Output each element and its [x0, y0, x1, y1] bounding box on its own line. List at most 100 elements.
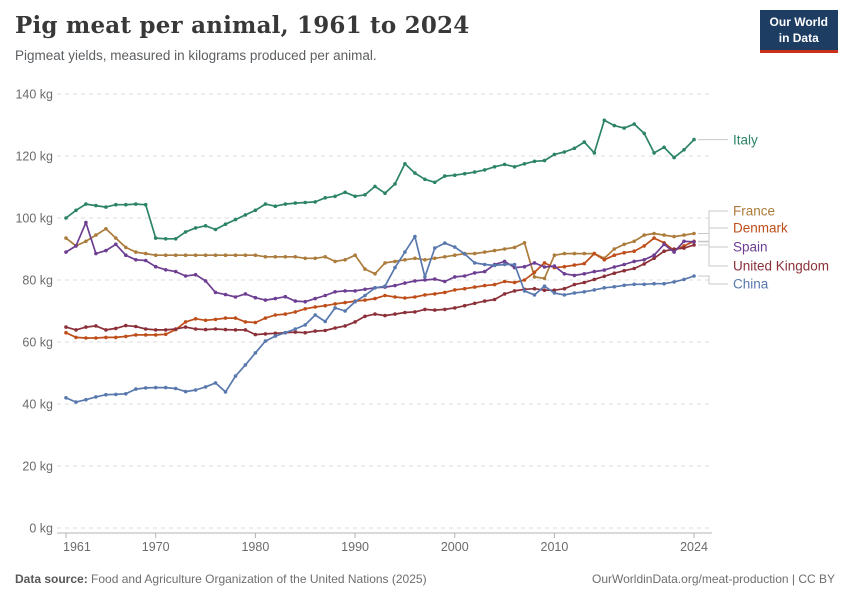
series-line-denmark[interactable]	[65, 237, 695, 339]
series-point-spain-2021	[662, 242, 666, 247]
series-point-denmark-1996	[413, 295, 417, 299]
series-point-denmark-1986	[313, 305, 318, 309]
series-point-spain-2002	[472, 271, 477, 275]
series-point-china-2006	[512, 262, 517, 267]
series-point-china-1994	[393, 265, 397, 270]
series-point-france-1996	[413, 256, 417, 261]
series-point-china-1967	[124, 392, 128, 396]
series-point-italy-1966	[114, 202, 118, 207]
series-point-denmark-1967	[124, 334, 128, 339]
series-point-france-1998	[433, 256, 437, 261]
series-point-spain-1999	[443, 279, 447, 284]
series-label-china[interactable]: China	[733, 277, 769, 292]
series-label-spain[interactable]: Spain	[733, 240, 768, 255]
series-line-united-kingdom[interactable]	[65, 244, 695, 336]
series-point-denmark-1980	[253, 320, 258, 325]
series-point-spain-1989	[343, 289, 347, 293]
series-point-france-1993	[383, 261, 387, 265]
series-point-italy-2010	[552, 152, 557, 157]
series-point-france-1989	[343, 258, 347, 262]
series-point-spain-1961	[64, 250, 68, 254]
series-label-italy[interactable]: Italy	[733, 133, 758, 148]
footer-link[interactable]: OurWorldinData.org/meat-production | CC …	[592, 572, 835, 586]
series-point-china-1990	[353, 299, 357, 304]
series-point-denmark-1961	[64, 330, 68, 335]
series-point-spain-1963	[84, 220, 88, 225]
series-point-spain-1968	[134, 258, 138, 262]
series-point-denmark-1991	[363, 298, 367, 302]
series-point-china-2015	[602, 286, 607, 290]
series-point-denmark-1982	[273, 313, 278, 317]
series-point-united-kingdom-1991	[363, 314, 367, 319]
y-tick-label-100: 100 kg	[15, 212, 53, 226]
series-line-china[interactable]	[65, 235, 695, 403]
series-line-italy[interactable]	[65, 119, 695, 240]
series-point-china-1984	[293, 327, 298, 331]
series-point-united-kingdom-2016	[612, 271, 617, 276]
series-point-denmark-2006	[512, 280, 517, 285]
series-point-china-1997	[423, 275, 427, 279]
series-point-spain-2000	[453, 275, 457, 279]
series-label-france[interactable]: France	[733, 204, 775, 219]
series-point-china-1975	[203, 385, 208, 389]
series-point-france-2000	[453, 253, 457, 257]
series-point-china-1976	[213, 381, 218, 385]
series-point-united-kingdom-2005	[502, 292, 507, 296]
series-point-italy-1981	[263, 202, 268, 206]
series-point-united-kingdom-1992	[373, 312, 377, 316]
series-point-spain-2009	[542, 265, 547, 269]
series-point-france-1984	[293, 254, 298, 259]
series-point-italy-1999	[443, 174, 447, 178]
series-point-denmark-1993	[383, 293, 387, 298]
series-point-spain-1996	[413, 279, 417, 283]
series-point-united-kingdom-1982	[273, 331, 278, 336]
series-line-spain[interactable]	[65, 221, 695, 303]
series-point-united-kingdom-1966	[114, 326, 118, 331]
series-point-china-2011	[562, 293, 567, 297]
series-point-denmark-1973	[183, 320, 188, 324]
series-label-united-kingdom[interactable]: United Kingdom	[733, 259, 829, 274]
series-point-united-kingdom-2015	[602, 274, 607, 279]
series-point-denmark-1995	[403, 296, 407, 300]
series-point-china-2019	[642, 282, 646, 287]
page-subtitle: Pigmeat yields, measured in kilograms pr…	[15, 48, 377, 63]
series-point-italy-1971	[163, 237, 168, 241]
series-point-united-kingdom-1998	[433, 308, 437, 312]
series-point-china-2008	[532, 293, 537, 297]
series-point-france-1999	[443, 254, 447, 259]
owid-logo-line1: Our World	[769, 15, 828, 29]
series-point-spain-1985	[303, 299, 308, 304]
series-point-france-1963	[84, 239, 88, 244]
series-point-spain-2008	[532, 261, 537, 265]
series-point-united-kingdom-2014	[592, 277, 597, 282]
series-point-italy-2014	[592, 151, 597, 155]
series-point-china-1969	[143, 386, 148, 390]
owid-logo[interactable]: Our World in Data	[759, 10, 838, 54]
series-point-italy-2021	[662, 145, 666, 150]
series-line-france[interactable]	[65, 227, 695, 280]
series-point-italy-1961	[64, 216, 68, 220]
series-label-denmark[interactable]: Denmark	[733, 221, 788, 236]
series-point-denmark-1987	[323, 303, 328, 308]
series-point-united-kingdom-1967	[124, 323, 128, 328]
series-point-spain-1981	[263, 298, 268, 302]
series-point-united-kingdom-1961	[64, 325, 68, 329]
series-point-italy-1962	[74, 208, 78, 213]
series-point-china-2017	[622, 283, 626, 288]
series-point-spain-1983	[283, 294, 288, 299]
series-point-france-1980	[253, 253, 258, 257]
series-point-spain-2001	[462, 274, 467, 278]
series-point-denmark-2015	[602, 258, 607, 262]
series-point-italy-2013	[582, 140, 587, 144]
series-point-china-1962	[74, 400, 78, 404]
series-point-china-1979	[243, 363, 248, 367]
series-point-china-2020	[652, 281, 656, 286]
series-point-italy-1995	[403, 162, 407, 166]
series-point-china-1995	[403, 250, 407, 254]
series-point-united-kingdom-1989	[343, 324, 347, 328]
series-point-denmark-2001	[462, 286, 467, 291]
series-point-china-2005	[502, 262, 507, 267]
series-point-united-kingdom-2013	[582, 280, 587, 285]
series-point-denmark-1978	[233, 316, 238, 320]
